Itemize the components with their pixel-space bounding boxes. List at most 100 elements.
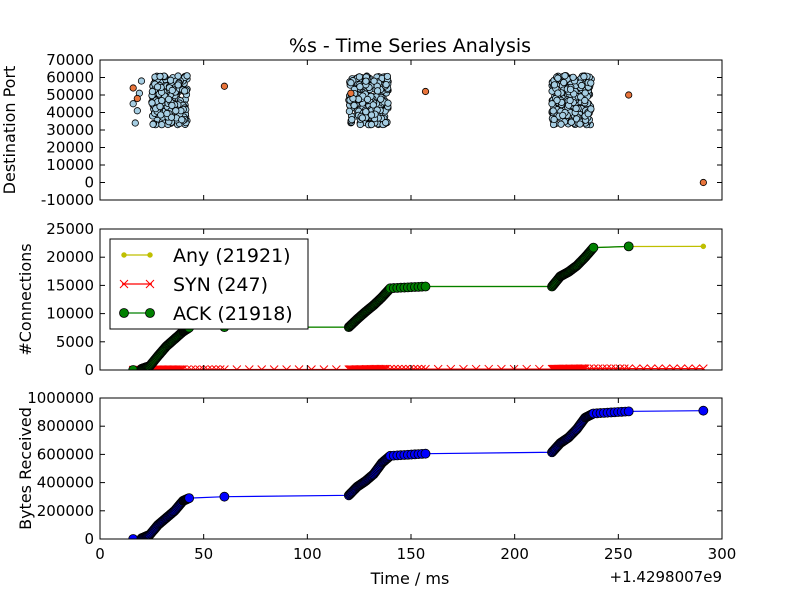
data-point xyxy=(661,364,671,370)
data-point xyxy=(684,364,693,370)
data-point xyxy=(184,493,195,504)
y-tick-label: 30000 xyxy=(46,121,94,139)
data-point xyxy=(421,87,430,96)
data-point xyxy=(219,491,230,502)
data-point xyxy=(362,108,370,116)
x-tick-label: 50 xyxy=(194,545,213,563)
data-point xyxy=(669,364,678,370)
data-point xyxy=(347,79,355,87)
data-point xyxy=(119,308,129,318)
data-point xyxy=(369,101,377,109)
data-point xyxy=(534,364,544,370)
y-tick-label: 50000 xyxy=(46,86,94,104)
data-point xyxy=(522,364,532,370)
legend-label: Any (21921) xyxy=(173,245,291,267)
data-point xyxy=(355,73,363,81)
data-point xyxy=(587,79,595,87)
legend-item: ACK (21918) xyxy=(119,303,293,325)
legend-label: ACK (21918) xyxy=(173,303,293,325)
x-offset-label: +1.4298007e9 xyxy=(610,568,722,586)
data-point xyxy=(370,77,378,85)
data-point xyxy=(624,364,634,370)
x-tick-label: 0 xyxy=(95,545,105,563)
y-tick-label: 800000 xyxy=(37,417,94,435)
data-point xyxy=(148,87,156,96)
y-tick-label: 200000 xyxy=(37,502,94,520)
data-point xyxy=(619,364,629,370)
data-point xyxy=(377,95,385,103)
data-point xyxy=(566,96,574,105)
y-axis-title: #Connections xyxy=(16,243,35,355)
data-point xyxy=(358,114,366,122)
data-point xyxy=(157,111,165,119)
data-point xyxy=(550,115,558,124)
data-point xyxy=(153,83,162,91)
data-point xyxy=(623,406,634,417)
data-point xyxy=(567,118,575,126)
data-point xyxy=(598,364,607,370)
data-point xyxy=(581,96,589,105)
data-point xyxy=(393,364,403,370)
x-tick-label: 250 xyxy=(604,545,633,563)
y-axis-title: Destination Port xyxy=(0,66,19,195)
data-point xyxy=(417,364,426,370)
data-point xyxy=(121,252,127,258)
data-point xyxy=(421,364,430,370)
data-point xyxy=(383,72,392,81)
y-tick-label: 15000 xyxy=(46,276,94,294)
data-point xyxy=(433,364,443,370)
data-point xyxy=(363,95,372,103)
data-point xyxy=(129,84,137,92)
data-point xyxy=(559,111,567,120)
legend-item: SYN (247) xyxy=(119,274,268,296)
port-scatter-panel: -100000100002000030000400005000060000700… xyxy=(0,51,723,209)
y-tick-label: 40000 xyxy=(46,104,94,122)
data-point xyxy=(167,113,176,121)
data-point xyxy=(654,364,663,370)
data-point xyxy=(698,364,708,370)
data-point xyxy=(484,364,494,370)
data-point xyxy=(405,364,415,370)
y-tick-label: 70000 xyxy=(46,51,94,69)
data-point xyxy=(639,364,648,370)
data-point xyxy=(172,107,180,115)
data-point xyxy=(350,101,358,110)
data-point xyxy=(128,534,139,539)
data-point xyxy=(149,120,157,128)
data-point xyxy=(578,364,588,370)
data-point xyxy=(581,89,589,97)
data-point xyxy=(553,96,561,104)
data-point xyxy=(174,81,182,89)
data-point xyxy=(580,364,590,370)
data-point xyxy=(133,107,141,115)
data-point xyxy=(700,243,707,250)
data-point xyxy=(691,364,701,370)
data-point xyxy=(560,78,568,87)
data-point xyxy=(587,105,595,113)
data-point xyxy=(367,120,376,129)
data-point xyxy=(699,178,707,187)
data-point xyxy=(588,242,599,253)
data-point xyxy=(646,364,656,370)
data-point xyxy=(602,364,612,370)
data-point xyxy=(698,405,709,416)
data-point xyxy=(373,87,382,95)
plot-area xyxy=(100,60,722,200)
data-point xyxy=(347,89,355,97)
data-point xyxy=(220,82,228,90)
data-point xyxy=(165,95,173,103)
data-point xyxy=(384,99,392,107)
data-point xyxy=(168,86,176,94)
data-point xyxy=(158,96,166,105)
figure-title: %s - Time Series Analysis xyxy=(289,35,531,57)
data-point xyxy=(183,72,191,80)
data-point xyxy=(676,364,686,370)
data-point xyxy=(145,279,155,289)
data-layer xyxy=(129,72,707,187)
data-point xyxy=(174,72,182,80)
data-layer xyxy=(128,241,708,370)
data-point xyxy=(147,252,153,258)
data-point xyxy=(566,85,575,93)
data-point xyxy=(129,100,137,108)
data-point xyxy=(557,120,565,128)
